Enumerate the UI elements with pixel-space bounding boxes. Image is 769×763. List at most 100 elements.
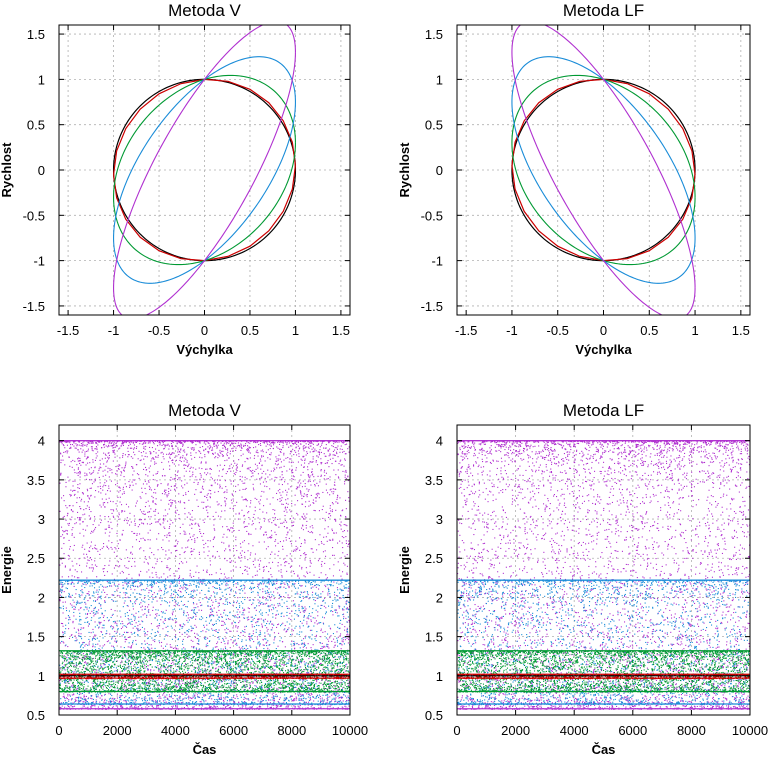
data-point (143, 451, 145, 453)
data-point (174, 601, 176, 603)
data-point (76, 577, 78, 579)
data-point (205, 461, 207, 463)
data-point (83, 694, 85, 696)
data-point (180, 688, 182, 690)
x-tick-label: 0.5 (241, 323, 259, 338)
data-point (215, 708, 217, 710)
data-point (302, 455, 304, 457)
data-point (300, 662, 302, 664)
data-point (265, 708, 267, 710)
data-point (252, 576, 254, 578)
data-point (344, 458, 346, 460)
data-point (90, 446, 92, 448)
data-point (104, 502, 106, 504)
data-point (123, 476, 125, 478)
data-point (104, 698, 106, 700)
data-point (329, 687, 331, 689)
data-point (234, 682, 236, 684)
data-point (342, 676, 344, 678)
data-point (112, 509, 114, 511)
data-point (62, 455, 64, 457)
data-point (328, 647, 330, 649)
data-point (95, 671, 97, 673)
data-point (316, 441, 318, 443)
data-point (229, 530, 231, 532)
data-point (243, 515, 245, 517)
data-point (122, 656, 124, 658)
data-point (104, 528, 106, 530)
data-point (331, 491, 333, 493)
data-point (306, 672, 308, 674)
data-point (176, 705, 178, 707)
data-point (62, 612, 64, 614)
data-point (294, 698, 296, 700)
data-point (322, 591, 324, 593)
data-point (197, 483, 199, 485)
data-point (324, 469, 326, 471)
data-point (217, 444, 219, 446)
data-point (166, 643, 168, 645)
data-point (177, 451, 179, 453)
data-point (224, 576, 226, 578)
data-point (207, 637, 209, 639)
data-point (276, 687, 278, 689)
data-point (347, 633, 349, 635)
data-point (164, 619, 166, 621)
data-point (79, 497, 81, 499)
data-point (238, 646, 240, 648)
data-point (89, 479, 91, 481)
data-point (258, 565, 260, 567)
data-point (100, 440, 102, 442)
data-point (137, 707, 139, 709)
data-point (213, 537, 215, 539)
data-point (108, 476, 110, 478)
data-point (98, 469, 100, 471)
data-point (229, 647, 231, 649)
data-point (236, 467, 238, 469)
data-point (166, 698, 168, 700)
data-point (296, 486, 298, 488)
data-point (175, 705, 177, 707)
data-point (211, 688, 213, 690)
data-point (174, 578, 176, 580)
data-point (72, 620, 74, 622)
data-point (152, 639, 154, 641)
data-point (327, 492, 329, 494)
data-point (201, 501, 203, 503)
data-point (341, 640, 343, 642)
data-point (179, 587, 181, 589)
data-point (180, 708, 182, 710)
data-point (172, 619, 174, 621)
data-point (177, 589, 179, 591)
data-point (320, 470, 322, 472)
data-point (289, 658, 291, 660)
data-point (300, 699, 302, 701)
data-point (152, 606, 154, 608)
data-point (104, 440, 106, 442)
data-point (245, 498, 247, 500)
data-point (80, 633, 82, 635)
data-point (275, 708, 277, 710)
data-point (331, 511, 333, 513)
data-point (271, 442, 273, 444)
data-point (284, 646, 286, 648)
data-point (291, 525, 293, 527)
data-point (265, 597, 267, 599)
data-point (121, 534, 123, 536)
data-point (153, 669, 155, 671)
data-point (173, 545, 175, 547)
data-point (207, 472, 209, 474)
data-point (299, 693, 301, 695)
data-point (327, 644, 329, 646)
data-point (64, 530, 66, 532)
data-point (235, 536, 237, 538)
data-point (331, 502, 333, 504)
data-point (141, 707, 143, 709)
data-point (230, 690, 232, 692)
data-point (279, 697, 281, 699)
data-point (262, 638, 264, 640)
data-point (301, 495, 303, 497)
data-point (111, 469, 113, 471)
data-point (270, 654, 272, 656)
data-point (229, 561, 231, 563)
